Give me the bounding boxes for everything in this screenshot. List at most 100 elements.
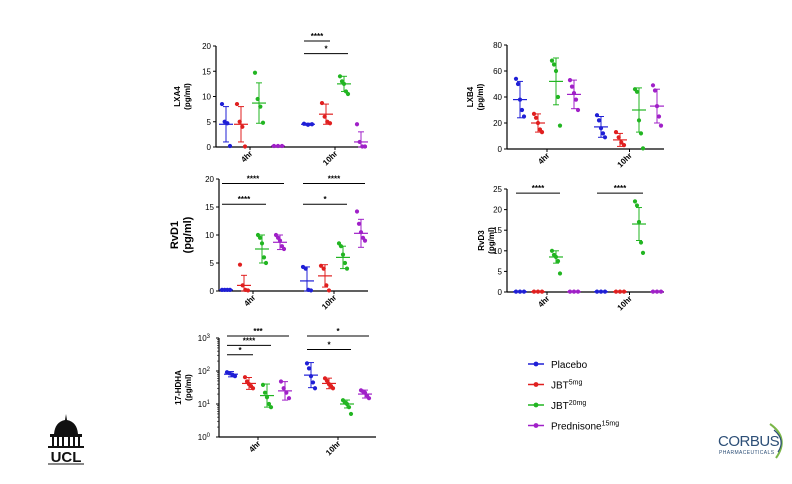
legend-label: JBT20mg — [551, 400, 586, 412]
rvd3-point — [555, 259, 561, 264]
rvd1-point — [338, 244, 344, 249]
rvd3-point — [594, 289, 600, 294]
hdha-group — [340, 398, 354, 417]
lxb4-point — [613, 130, 619, 135]
rvd1-group — [273, 232, 287, 252]
lxa4-point — [237, 119, 242, 124]
rvd1-point — [324, 283, 329, 288]
rvd3-group — [613, 289, 627, 294]
rvd3-point — [535, 289, 541, 294]
rvd1-point — [358, 230, 364, 235]
lxa4-point — [219, 101, 225, 107]
lxa4-ytick-label: 20 — [202, 42, 211, 51]
lxa4-point — [322, 114, 327, 119]
hdha-point — [308, 374, 314, 379]
rvd3-group — [531, 289, 545, 294]
lxb4-ytick-label: 20 — [493, 119, 502, 128]
corbus-logo: CORBUS PHARMACEUTICALS — [718, 423, 783, 459]
hdha-xtick-label: 4hr — [247, 439, 262, 454]
ucl-dome-icon — [54, 414, 78, 434]
lxb4-point — [598, 126, 604, 131]
rvd1-ytick-label: 5 — [210, 259, 215, 268]
lxa4-point — [234, 101, 240, 107]
lxa4-group — [301, 121, 315, 127]
lxb4-point — [602, 135, 608, 140]
lxa4-point — [258, 104, 263, 109]
lxb4-point — [515, 81, 521, 87]
legend-item: Placebo — [528, 360, 588, 371]
lxb4-point — [600, 131, 606, 136]
lxb4-point — [535, 120, 541, 126]
lxa4-sig-label: **** — [311, 32, 324, 41]
lxb4-point — [616, 135, 621, 140]
hdha-sig-label: * — [327, 340, 331, 349]
lxb4-group — [513, 76, 527, 119]
rvd3-ytick-label: 15 — [493, 226, 502, 235]
rvd3-point — [658, 289, 664, 294]
lxb4-ylabel: LXB4(pg/ml) — [466, 83, 485, 110]
rvd3-point — [613, 289, 619, 294]
rvd1-point — [342, 260, 348, 266]
rvd1-point — [303, 266, 308, 271]
hdha-point — [281, 386, 286, 391]
lxa4-point — [354, 122, 360, 127]
rvd3-point — [521, 289, 527, 294]
hdha-group — [304, 361, 318, 391]
rvd3-point — [638, 240, 644, 245]
hdha-point — [306, 366, 312, 371]
rvd1-group — [219, 287, 233, 292]
rvd3-ytick-label: 20 — [493, 206, 502, 215]
lxb4-point — [640, 146, 646, 151]
hdha-group — [358, 388, 372, 401]
lxa4-point — [305, 122, 311, 127]
lxa4-ytick-label: 10 — [202, 93, 211, 102]
rvd1-point — [326, 288, 332, 293]
lxb4-ytick-label: 80 — [493, 41, 502, 50]
lxa4-point — [362, 144, 368, 149]
rvd3-point — [632, 199, 638, 204]
rvd3-ytick-label: 25 — [493, 185, 502, 194]
lxb4-point — [636, 118, 642, 123]
lxa4-group — [252, 70, 266, 125]
legend-item: JBT5mg — [528, 380, 583, 392]
rvd3-group — [632, 199, 646, 255]
rvd3-group — [650, 289, 664, 294]
lxb4-point — [567, 78, 573, 83]
corbus-logo-text: CORBUS — [718, 433, 780, 450]
lxa4-point — [252, 70, 258, 75]
rvd1-point — [240, 283, 245, 288]
corbus-logo-subtext: PHARMACEUTICALS — [719, 450, 775, 456]
hdha-point — [260, 382, 266, 387]
hdha-ytick-label: 101 — [198, 400, 211, 409]
legend-item: Prednisone15mg — [528, 421, 619, 433]
rvd1-group — [336, 241, 350, 271]
lxb4-point — [658, 123, 664, 128]
rvd1-ytick-label: 10 — [205, 231, 214, 240]
hdha-point — [348, 411, 354, 417]
rvd3-group — [549, 248, 563, 276]
rvd3-point — [539, 289, 545, 294]
legend-swatch-dot — [533, 361, 539, 367]
legend-item: JBT20mg — [528, 400, 586, 412]
hdha-group — [278, 379, 292, 401]
rvd1-point — [344, 266, 350, 271]
lxb4-point — [521, 114, 527, 119]
lxa4-point — [271, 143, 277, 149]
rvd3-point — [634, 203, 640, 208]
rvd1-sig-label: **** — [247, 174, 260, 183]
lxb4-point — [638, 131, 644, 136]
lxa4-point — [279, 143, 285, 149]
hdha-point — [268, 405, 274, 410]
rvd3-point — [571, 289, 577, 294]
lxb4-point — [654, 104, 660, 109]
rvd1-ylabel: RvD1(pg/ml) — [169, 216, 194, 253]
hdha-ytick-label: 100 — [198, 433, 211, 442]
lxb4-point — [555, 94, 561, 100]
hdha-point — [266, 401, 272, 407]
lxb4-group — [613, 130, 627, 148]
lxa4-point — [309, 122, 315, 127]
lxb4-ytick-label: 60 — [493, 67, 502, 76]
rvd3-point — [598, 289, 604, 294]
